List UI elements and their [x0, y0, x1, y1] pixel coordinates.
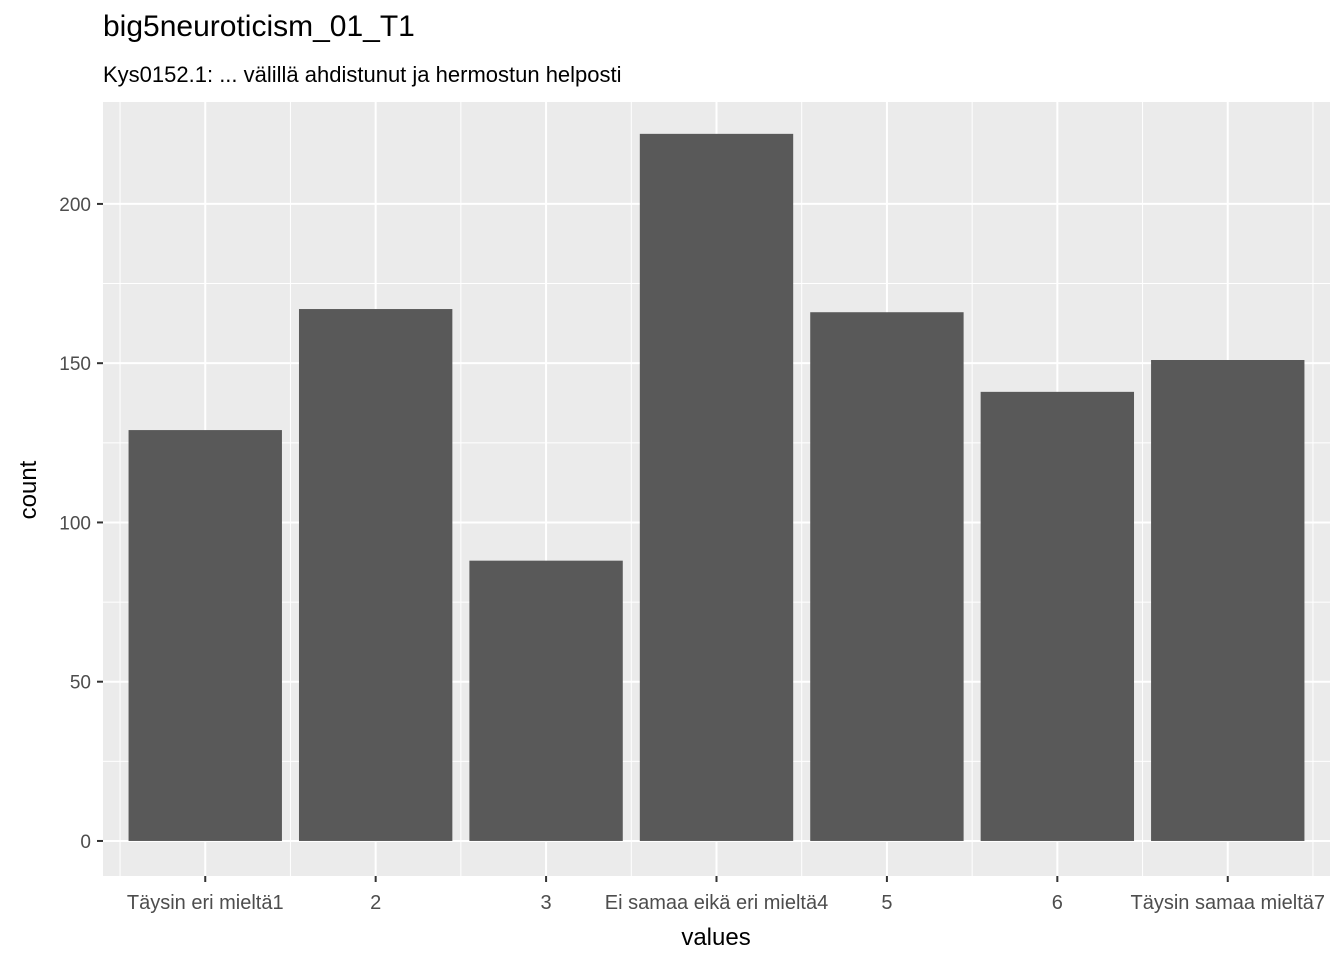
chart-subtitle: Kys0152.1: ... välillä ahdistunut ja her… [103, 62, 622, 87]
x-axis: Täysin eri mieltä1 2 3 Ei samaa eikä eri mi… [127, 876, 1325, 914]
x-tick-label: 2 [370, 892, 381, 914]
x-tick-label: 3 [541, 892, 552, 914]
y-tick-label: 200 [59, 195, 91, 216]
y-axis: 0 50 100 150 200 [59, 195, 103, 853]
y-tick-label: 50 [70, 673, 91, 694]
bar [128, 430, 282, 841]
y-tick-label: 100 [59, 513, 91, 534]
x-tick-label: Täysin eri mieltä1 [127, 892, 284, 914]
x-tick-label: Ei samaa eikä eri mieltä4 [605, 892, 828, 914]
bar [980, 391, 1135, 841]
y-tick-label: 150 [59, 354, 91, 375]
bar [469, 560, 623, 841]
bar [810, 312, 964, 841]
x-axis-title: values [681, 924, 750, 951]
y-axis-title: count [15, 460, 42, 519]
bar [298, 309, 453, 841]
bars [128, 133, 1305, 841]
x-tick-label: Täysin samaa mieltä7 [1130, 892, 1325, 914]
y-tick-label: 0 [80, 832, 91, 853]
chart-title: big5neuroticism_01_T1 [103, 10, 415, 43]
x-tick-label: 6 [1052, 892, 1063, 914]
bar [639, 133, 794, 841]
x-tick-label: 5 [881, 892, 892, 914]
bar [1151, 360, 1305, 841]
